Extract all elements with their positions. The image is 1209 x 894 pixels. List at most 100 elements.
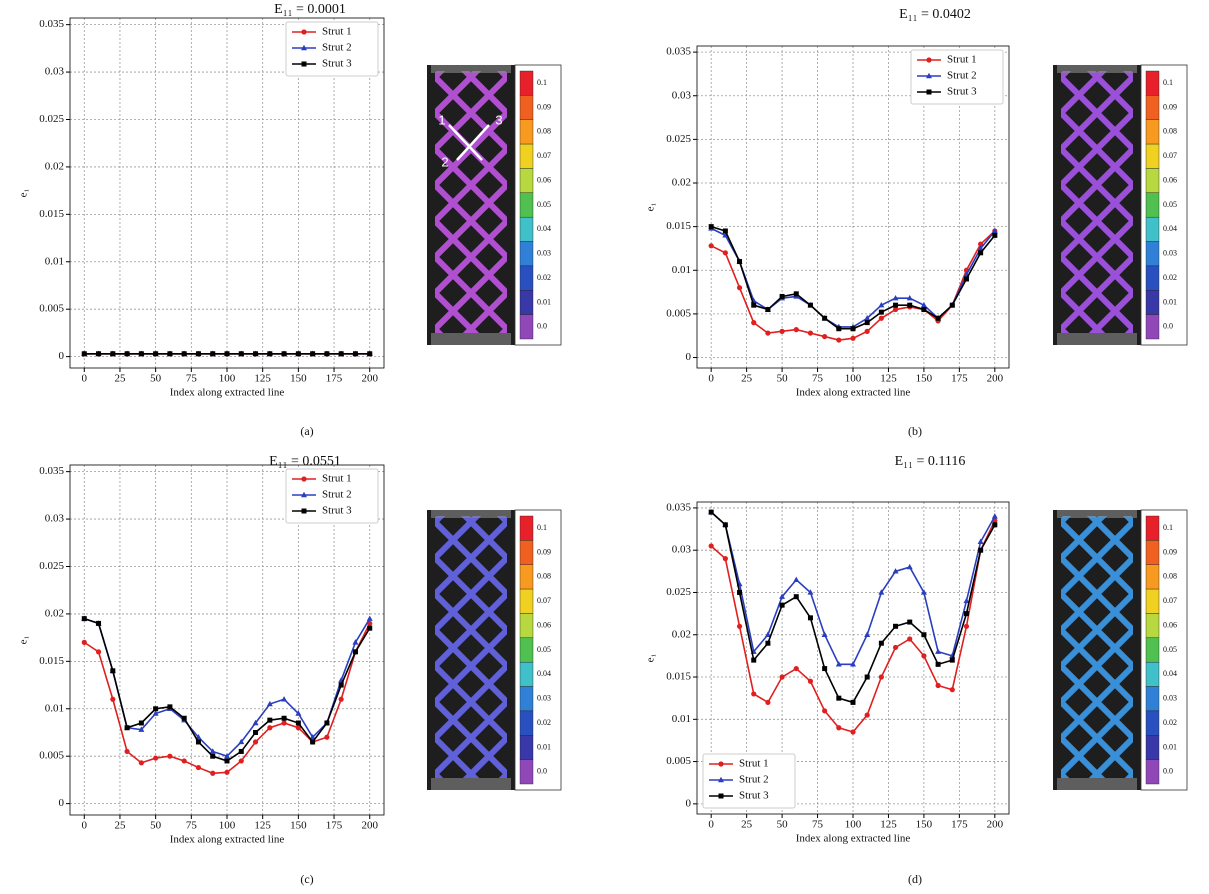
colorbar-label: 0.03 (1163, 249, 1177, 258)
strut (567, 510, 847, 790)
marker (864, 320, 870, 326)
strut (131, 65, 411, 345)
colorbar-label: 0.01 (537, 297, 551, 306)
marker (96, 620, 102, 626)
marker (295, 725, 301, 731)
marker (153, 351, 159, 357)
marker (822, 333, 828, 340)
marker (963, 276, 969, 282)
marker (892, 568, 899, 574)
marker (238, 738, 245, 745)
marker (921, 307, 927, 313)
colorbar-cell (1145, 241, 1160, 267)
colorbar-cell (519, 95, 534, 120)
marker (153, 755, 159, 761)
marker (181, 715, 187, 721)
colorbar-label: 0.05 (537, 645, 551, 654)
colorbar-cell (519, 192, 534, 218)
marker (81, 639, 87, 645)
strut (685, 65, 965, 345)
legend-marker (301, 44, 307, 51)
x-tick-label: 100 (219, 820, 236, 832)
caption: (c) (300, 872, 313, 886)
strut (435, 71, 482, 118)
marker (793, 576, 800, 582)
colorbar-label: 0.05 (1163, 645, 1177, 654)
y-tick-label: 0.02 (45, 160, 64, 172)
colorbar-cell (1145, 216, 1160, 242)
marker (210, 753, 216, 759)
legend-marker (718, 761, 724, 767)
strut (1193, 510, 1209, 790)
y-tick-label: 0.03 (672, 544, 692, 556)
marker (821, 631, 828, 637)
strut (135, 65, 415, 345)
marker (822, 708, 828, 714)
x-tick-label: 25 (741, 819, 753, 831)
y-tick-label: 0.02 (672, 628, 691, 640)
marker (836, 725, 842, 731)
y-tick-label: 0.01 (45, 702, 64, 714)
legend-marker (301, 29, 307, 35)
marker (921, 632, 927, 638)
marker (737, 589, 743, 595)
marker (935, 661, 941, 667)
marker (893, 623, 899, 629)
strut (1061, 589, 1133, 671)
strut (527, 510, 807, 790)
legend-box (285, 21, 379, 77)
marker (807, 678, 814, 684)
colorbar-cell (1145, 613, 1160, 639)
colorbar-cell (1145, 686, 1160, 712)
strut (1061, 71, 1108, 118)
strut-label: 3 (495, 112, 502, 127)
strut (435, 288, 480, 333)
marker (324, 720, 330, 726)
y-tick-label: 0.025 (666, 586, 691, 598)
colorbar-cell (1145, 759, 1160, 785)
marker (722, 522, 728, 528)
x-tick-label: 25 (741, 373, 753, 385)
x-tick-label: 125 (880, 819, 897, 831)
legend-label: Strut 1 (322, 26, 352, 38)
colorbar-label: 0.06 (537, 175, 551, 184)
colorbar-label: 0.09 (537, 547, 551, 556)
colorbar-label: 0.07 (537, 596, 551, 605)
x-axis-label: Index along extracted line (170, 834, 285, 846)
y-axis-label: e₁ (645, 653, 657, 662)
y-axis-label: e₁ (18, 635, 30, 644)
legend-label: Strut 1 (322, 473, 352, 485)
marker (310, 739, 316, 745)
x-axis-label: Index along extracted line (796, 833, 911, 845)
grip (431, 333, 511, 345)
marker (892, 306, 899, 313)
marker (836, 337, 842, 343)
x-tick-label: 150 (916, 373, 933, 385)
y-tick-label: 0.015 (39, 208, 64, 220)
y-tick-label: 0 (59, 350, 65, 362)
marker (963, 623, 970, 629)
x-tick-label: 125 (254, 373, 271, 385)
legend-box (910, 49, 1004, 105)
colorbar-label: 0.05 (1163, 200, 1177, 209)
colorbar-label: 0.08 (1163, 572, 1177, 581)
legend-label: Strut 2 (739, 774, 769, 786)
marker (138, 720, 144, 726)
marker (977, 538, 984, 544)
marker (352, 649, 358, 655)
marker (238, 351, 244, 357)
strut (1061, 516, 1108, 563)
marker (864, 712, 870, 718)
marker (281, 351, 287, 357)
x-tick-label: 100 (845, 373, 862, 385)
marker (736, 623, 743, 629)
marker (963, 611, 969, 617)
marker (138, 760, 144, 766)
marker (324, 351, 330, 357)
strut (1061, 733, 1106, 778)
marker (751, 691, 757, 697)
series-line (710, 225, 996, 330)
plot-frame (69, 17, 385, 369)
legend-label: Strut 2 (322, 42, 352, 54)
